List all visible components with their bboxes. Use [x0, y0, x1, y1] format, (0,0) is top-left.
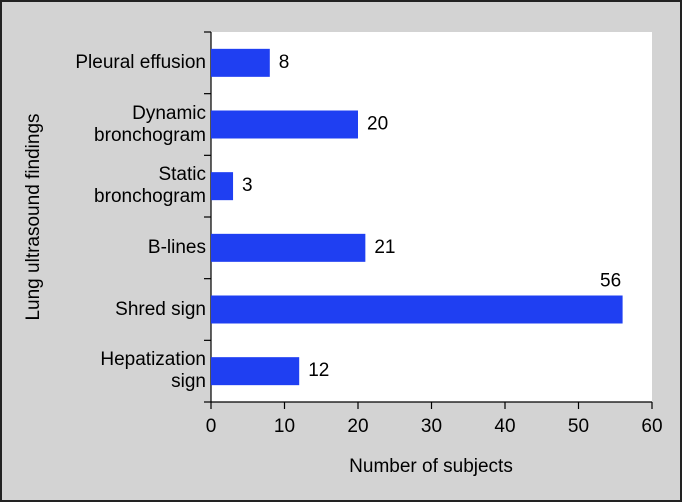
y-tick-label: B-lines — [147, 236, 206, 258]
y-tick-label: Pleural effusion — [75, 51, 206, 73]
bar — [211, 295, 623, 324]
x-tick-label: 30 — [421, 416, 442, 437]
x-tick-label: 20 — [347, 416, 368, 437]
plot-area — [211, 32, 652, 402]
x-tick-label: 40 — [494, 416, 515, 437]
y-axis-label: Lung ultrasound findings — [23, 113, 44, 320]
y-tick-label: Hepatization sign — [100, 349, 206, 393]
bar — [211, 48, 270, 77]
y-tick-label: Dynamic bronchogram — [94, 102, 206, 146]
value-label: 56 — [600, 271, 621, 292]
x-tick-label: 10 — [274, 416, 295, 437]
value-label: 20 — [367, 114, 388, 135]
bar — [211, 110, 358, 139]
x-axis-label: Number of subjects — [349, 456, 513, 477]
bar — [211, 172, 234, 201]
value-label: 21 — [374, 237, 395, 258]
bar — [211, 233, 366, 262]
x-tick-label: 60 — [641, 416, 662, 437]
y-tick-label: Static bronchogram — [94, 164, 206, 208]
value-label: 8 — [279, 52, 290, 73]
value-label: 3 — [242, 175, 253, 196]
value-label: 12 — [308, 360, 329, 381]
x-tick-label: 0 — [206, 416, 217, 437]
y-tick-label: Shred sign — [115, 298, 206, 320]
bar — [211, 357, 300, 386]
x-tick-label: 50 — [568, 416, 589, 437]
